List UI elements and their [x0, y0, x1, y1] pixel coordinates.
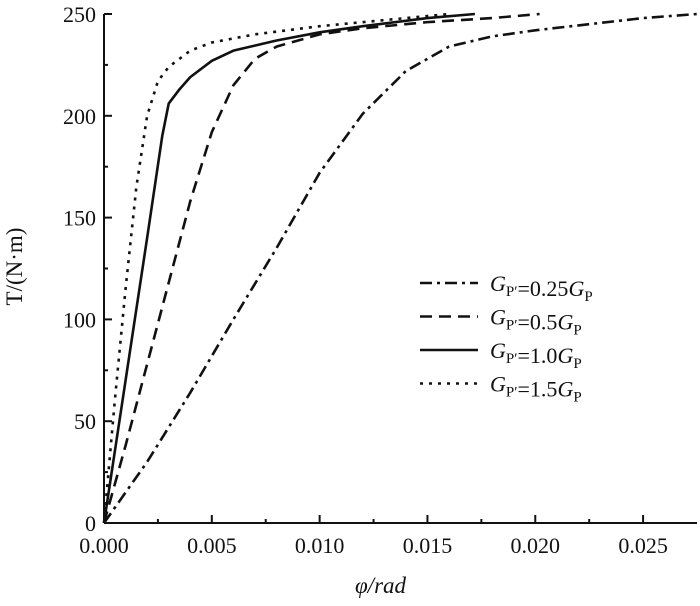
series-line-1	[102, 12, 698, 524]
x-tick-label: 0.000	[79, 533, 129, 558]
y-axis-title: T/(N·m)	[2, 228, 27, 306]
legend-label-3: GP′=1.0GP	[490, 338, 582, 372]
series-line-3	[102, 12, 476, 524]
legend-label-2: GP′=0.5GP	[490, 305, 582, 339]
x-tick-label: 0.015	[403, 533, 453, 558]
legend-label-4: GP′=1.5GP	[490, 372, 582, 406]
x-tick-label: 0.025	[618, 533, 668, 558]
series-line-4	[102, 12, 450, 524]
y-tick-label: 50	[74, 409, 96, 434]
legend-label-1: GP′=0.25GP	[490, 271, 593, 305]
x-tick-label: 0.020	[511, 533, 561, 558]
x-axis-title: φ/rad	[355, 573, 407, 598]
y-tick-label: 250	[63, 2, 96, 27]
y-tick-label: 0	[85, 511, 96, 536]
series-group	[102, 12, 698, 524]
y-tick-label: 150	[63, 206, 96, 231]
axes: 0.000 0.005 0.010 0.015 0.020 0.025 0 50 100 150 2…	[63, 2, 697, 558]
series-line-2	[102, 12, 540, 524]
y-tick-label: 200	[63, 104, 96, 129]
x-tick-label: 0.005	[187, 533, 237, 558]
y-tick-label: 100	[63, 307, 96, 332]
x-tick-label: 0.010	[295, 533, 345, 558]
